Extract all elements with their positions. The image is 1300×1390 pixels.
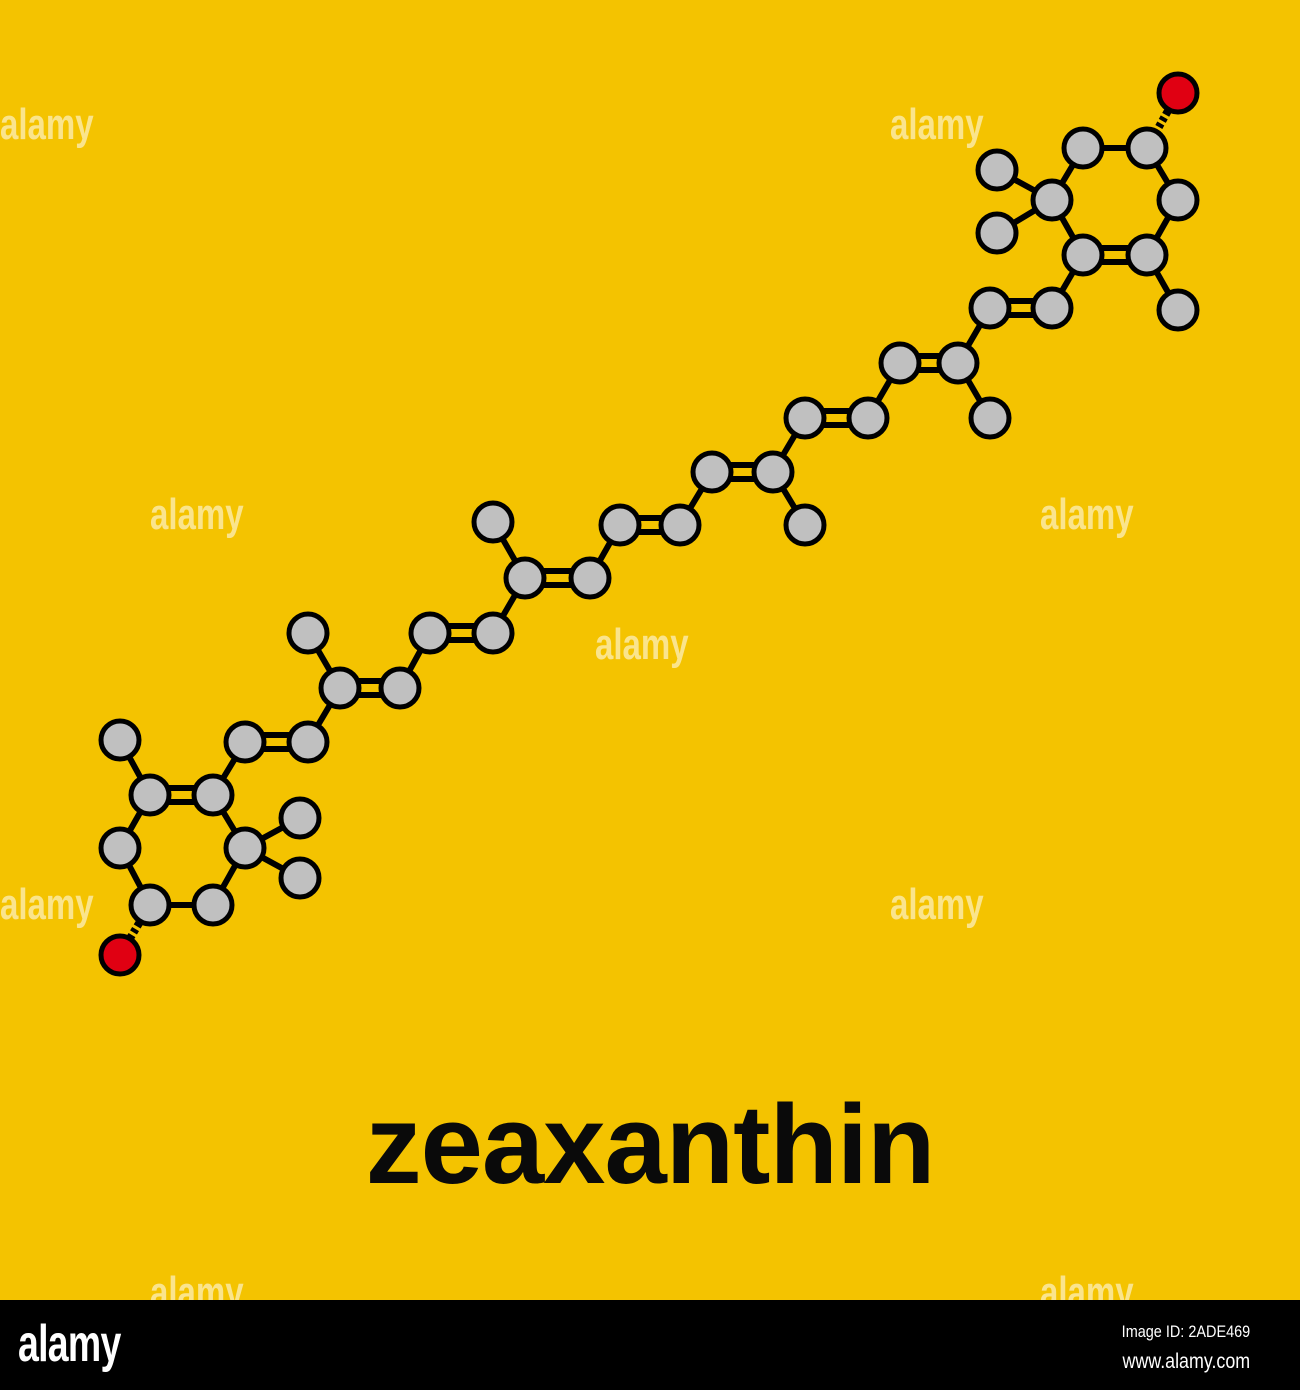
carbon-atom [1125,233,1169,277]
carbon-atom [223,720,267,764]
carbon-atom [471,611,515,655]
watermark: alamy [890,100,984,149]
carbon-atom [1156,178,1200,222]
carbon-atom [1125,126,1169,170]
carbon-atom [223,826,267,870]
carbon-atom [690,450,734,494]
carbon-atom [1156,288,1200,332]
carbon-atom [286,611,330,655]
carbon-atom [318,666,362,710]
footer-bar: alamy Image ID: 2ADE469 www.alamy.com [0,1300,1300,1390]
watermark: alamy [150,490,244,539]
carbon-atom [1030,178,1074,222]
carbon-atom [968,286,1012,330]
carbon-atom [1061,233,1105,277]
watermark: alamy [1040,490,1134,539]
carbon-atom [471,500,515,544]
carbon-atom [783,396,827,440]
carbon-atom [658,503,702,547]
watermark: alamy [595,620,689,669]
carbon-atom [286,720,330,764]
carbon-atom [128,773,172,817]
carbon-atom [408,611,452,655]
carbon-atom [1030,286,1074,330]
carbon-atom [975,148,1019,192]
carbon-atom [598,503,642,547]
alamy-logo: alamy [18,1315,121,1373]
carbon-atom [751,450,795,494]
carbon-atom [878,341,922,385]
carbon-atom [1061,126,1105,170]
website-url: www.alamy.com [1122,1350,1250,1373]
carbon-atom [378,666,422,710]
carbon-atom [568,556,612,600]
molecule-diagram [98,71,1200,977]
carbon-atom [846,396,890,440]
carbon-atom [278,796,322,840]
carbon-atom [98,718,142,762]
carbon-atom [783,503,827,547]
carbon-atom [975,211,1019,255]
carbon-atom [503,556,547,600]
carbon-atom [98,826,142,870]
oxygen-atom [1156,71,1200,115]
watermark: alamy [0,880,94,929]
carbon-atom [968,396,1012,440]
watermark: alamy [0,100,94,149]
carbon-atom [191,883,235,927]
watermark: alamy [890,880,984,929]
carbon-atom [128,883,172,927]
molecule-name: zeaxanthin [365,1082,936,1207]
image-id: Image ID: 2ADE469 [1121,1322,1250,1341]
carbon-atom [278,856,322,900]
oxygen-atom [98,933,142,977]
carbon-atom [936,341,980,385]
carbon-atom [191,773,235,817]
